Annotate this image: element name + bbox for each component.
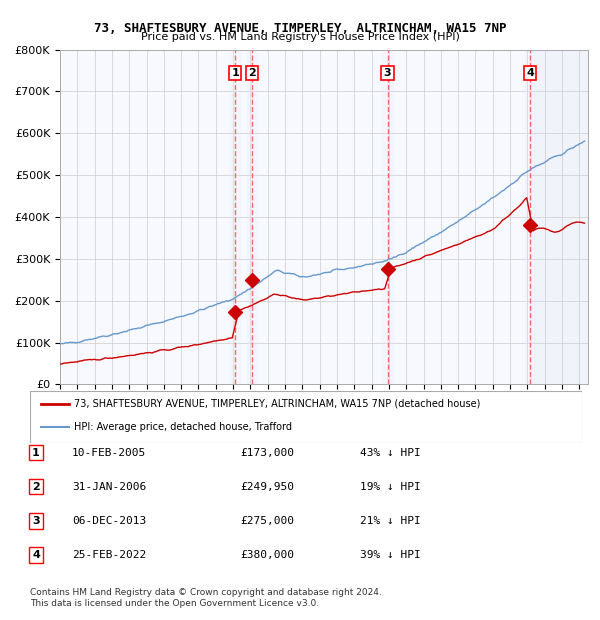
Text: 1: 1 (232, 68, 239, 78)
Text: 3: 3 (384, 68, 391, 78)
Text: 31-JAN-2006: 31-JAN-2006 (72, 482, 146, 492)
Text: 2: 2 (248, 68, 256, 78)
Text: 2: 2 (32, 482, 40, 492)
Text: 39% ↓ HPI: 39% ↓ HPI (360, 550, 421, 560)
Text: HPI: Average price, detached house, Trafford: HPI: Average price, detached house, Traf… (74, 422, 292, 433)
Text: Contains HM Land Registry data © Crown copyright and database right 2024.
This d: Contains HM Land Registry data © Crown c… (30, 588, 382, 608)
Text: 1: 1 (32, 448, 40, 458)
Text: £249,950: £249,950 (240, 482, 294, 492)
Text: 06-DEC-2013: 06-DEC-2013 (72, 516, 146, 526)
Bar (525, 50, 535, 384)
Text: 4: 4 (526, 68, 534, 78)
Text: 73, SHAFTESBURY AVENUE, TIMPERLEY, ALTRINCHAM, WA15 7NP (detached house): 73, SHAFTESBURY AVENUE, TIMPERLEY, ALTRI… (74, 399, 481, 409)
Text: 43% ↓ HPI: 43% ↓ HPI (360, 448, 421, 458)
Text: 73, SHAFTESBURY AVENUE, TIMPERLEY, ALTRINCHAM, WA15 7NP: 73, SHAFTESBURY AVENUE, TIMPERLEY, ALTRI… (94, 22, 506, 35)
Text: 4: 4 (32, 550, 40, 560)
Bar (230, 50, 241, 384)
Text: 3: 3 (32, 516, 40, 526)
Bar (247, 50, 257, 384)
FancyBboxPatch shape (30, 391, 582, 443)
Bar (382, 50, 393, 384)
Text: 25-FEB-2022: 25-FEB-2022 (72, 550, 146, 560)
Bar (530, 50, 588, 384)
Text: £275,000: £275,000 (240, 516, 294, 526)
Text: £380,000: £380,000 (240, 550, 294, 560)
Text: 19% ↓ HPI: 19% ↓ HPI (360, 482, 421, 492)
Text: 21% ↓ HPI: 21% ↓ HPI (360, 516, 421, 526)
Text: £173,000: £173,000 (240, 448, 294, 458)
Text: Price paid vs. HM Land Registry's House Price Index (HPI): Price paid vs. HM Land Registry's House … (140, 32, 460, 42)
Text: 10-FEB-2005: 10-FEB-2005 (72, 448, 146, 458)
